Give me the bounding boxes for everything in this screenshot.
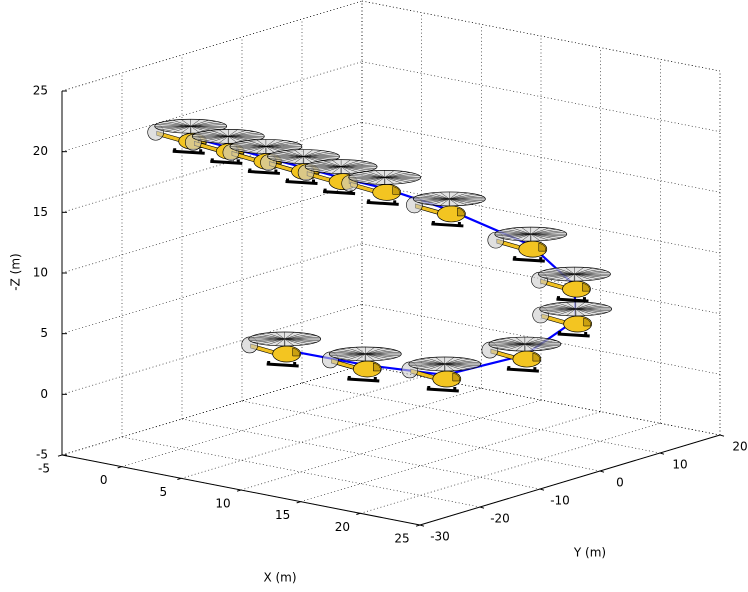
grid-line [302,383,660,453]
helicopter [322,347,401,381]
grid-line [62,244,362,334]
cockpit [373,363,380,371]
grid-line [181,388,481,478]
helicopter [242,332,321,366]
z-axis-label: -Z (m) [9,253,23,290]
x-tick-label: 25 [394,532,409,546]
grid-line [122,377,422,467]
helicopter [482,337,561,371]
x-tick-label: 0 [100,473,108,487]
x-axis-label: X (m) [263,571,296,585]
z-tick-label: 20 [33,144,48,158]
x-tick-label: 10 [215,497,230,511]
x-axis [62,455,420,525]
grid-line [62,304,362,394]
z-tick-label: -5 [36,448,48,462]
grid-line [182,419,540,489]
x-tick-label: 20 [335,520,350,534]
y-tick-label: 10 [672,458,687,472]
y-tick-label: -20 [490,512,510,526]
cockpit [393,186,400,194]
cockpit [453,373,460,381]
x-tick-label: 5 [160,485,168,499]
grid-line [62,365,362,455]
cockpit [533,353,540,361]
cockpit [584,318,591,326]
helicopter [531,267,610,301]
y-axis-label: Y (m) [573,546,606,560]
z-tick-label: 25 [33,84,48,98]
cockpit [293,348,300,356]
z-tick-label: 10 [33,266,48,280]
grid-line [242,401,600,471]
grid-line [241,400,541,490]
z-tick-label: 0 [40,387,48,401]
z-tick-label: 5 [40,326,48,340]
tick-mark [58,455,62,456]
y-axis [420,435,720,525]
x-tick-label: 15 [275,508,290,522]
grid-line [360,423,660,513]
y-tick-label: -30 [430,530,450,544]
grid-line [362,62,720,132]
chart: X (m) Y (m) -Z (m) -5 0 5 10 15 20 25 -30 -20 -10… [0,0,748,592]
cockpit [457,208,464,216]
cockpit [539,243,546,251]
helicopter [533,302,612,336]
grid-line [62,1,362,91]
grid-line [301,412,601,502]
y-tick-label: -10 [550,494,570,508]
x-tick-label: -5 [38,462,50,476]
grid-line [362,122,720,192]
helicopter [488,227,567,261]
z-tick-label: 15 [33,205,48,219]
grid-line [62,183,362,273]
y-tick-label: 20 [732,440,747,454]
cockpit [582,283,589,291]
tick-mark [720,435,724,436]
grid-line [122,437,480,507]
y-tick-label: 0 [616,476,624,490]
